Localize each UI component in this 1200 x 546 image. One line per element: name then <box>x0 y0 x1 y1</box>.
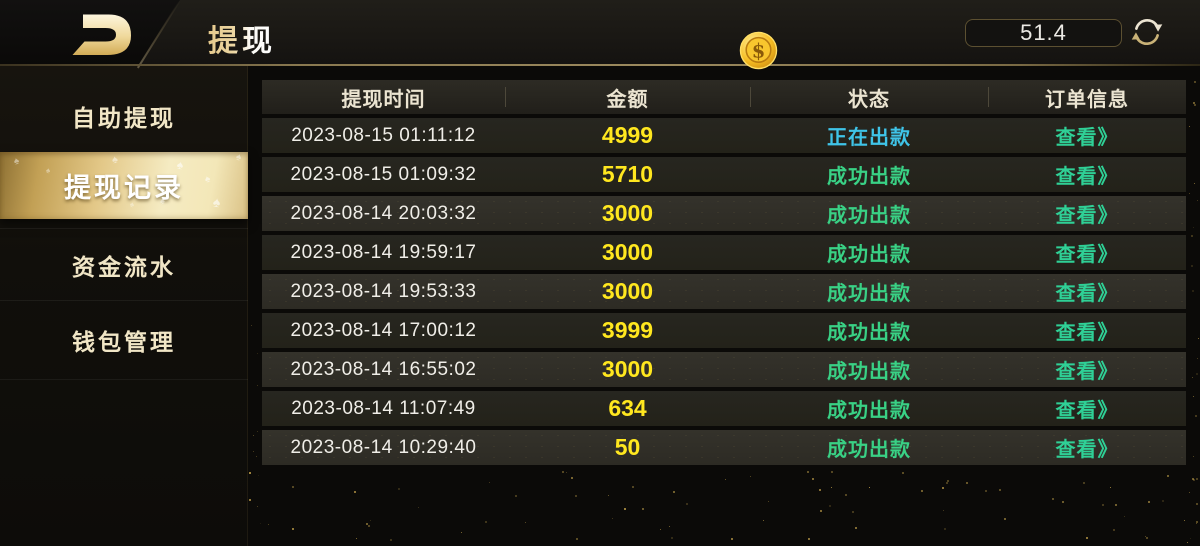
view-details-link[interactable]: 查看》 <box>1055 439 1119 462</box>
table-row: 2023-08-14 11:07:49 634 成功出款 查看》 <box>262 390 1186 427</box>
view-details-link[interactable]: 查看》 <box>1055 166 1119 189</box>
refresh-button[interactable] <box>1128 15 1166 51</box>
view-details-link[interactable]: 查看》 <box>1055 244 1119 267</box>
withdraw-time: 2023-08-14 11:07:49 <box>291 397 476 419</box>
sidebar-item-withdraw-records[interactable]: 提现记录 <box>0 152 248 219</box>
withdraw-status: 成功出款 <box>827 361 911 384</box>
view-details-link[interactable]: 查看》 <box>1055 361 1119 384</box>
sidebar-item-fund-flow[interactable]: 资金流水 <box>0 228 248 300</box>
withdraw-status: 成功出款 <box>827 322 911 345</box>
withdraw-amount: 634 <box>608 395 647 422</box>
table-row: 2023-08-14 10:29:40 50 成功出款 查看》 <box>262 429 1186 466</box>
withdraw-time: 2023-08-14 16:55:02 <box>290 358 477 380</box>
refresh-icon <box>1131 19 1163 45</box>
withdraw-time: 2023-08-15 01:11:12 <box>291 124 476 146</box>
withdraw-time: 2023-08-14 17:00:12 <box>290 319 477 341</box>
sidebar-item-label: 提现记录 <box>64 173 184 203</box>
withdraw-amount: 3000 <box>601 278 654 305</box>
app-logo-icon[interactable] <box>62 10 140 58</box>
view-details-link[interactable]: 查看》 <box>1055 205 1119 228</box>
top-bar: 提现 $ 51.4 <box>0 0 1200 70</box>
sidebar-item-self-withdraw[interactable]: 自助提现 <box>0 80 248 152</box>
gold-coin-icon: $ <box>739 31 778 70</box>
withdraw-amount: 4999 <box>601 122 654 149</box>
withdraw-time: 2023-08-14 19:53:33 <box>290 280 477 302</box>
sidebar-item-wallet-management[interactable]: 钱包管理 <box>0 300 248 380</box>
withdraw-status: 成功出款 <box>827 283 911 306</box>
sidebar: 自助提现 提现记录 资金流水 钱包管理 <box>0 66 248 546</box>
balance-value: 51.4 <box>1020 20 1067 45</box>
withdraw-records-table: 提现时间 金额 状态 订单信息 2023-08-15 01:11:12 4999 正… <box>262 80 1186 466</box>
view-details-link[interactable]: 查看》 <box>1055 127 1119 150</box>
spade-icon <box>111 154 118 167</box>
view-details-link[interactable]: 查看》 <box>1055 283 1119 306</box>
table-body: 2023-08-15 01:11:12 4999 正在出款 查看》 2023-08-15… <box>262 118 1186 466</box>
spade-icon <box>203 173 211 185</box>
sidebar-item-label: 资金流水 <box>72 253 176 280</box>
withdraw-amount: 5710 <box>601 161 654 188</box>
spade-icon <box>45 166 51 176</box>
withdraw-amount: 3999 <box>601 317 654 344</box>
view-details-link[interactable]: 查看》 <box>1055 400 1119 423</box>
sidebar-item-label: 钱包管理 <box>72 329 176 355</box>
page-title: 提现 <box>208 16 276 60</box>
balance-display: $ 51.4 <box>739 19 1122 70</box>
table-row: 2023-08-14 17:00:12 3999 成功出款 查看》 <box>262 312 1186 349</box>
table-header: 提现时间 金额 状态 订单信息 <box>262 80 1186 114</box>
withdraw-time: 2023-08-15 01:09:32 <box>290 163 477 185</box>
column-header-amount: 金额 <box>505 80 750 114</box>
withdraw-amount: 3000 <box>601 200 654 227</box>
table-row: 2023-08-14 19:53:33 3000 成功出款 查看》 <box>262 273 1186 310</box>
column-header-status: 状态 <box>750 80 988 114</box>
withdraw-status: 正在出款 <box>827 127 911 150</box>
table-row: 2023-08-14 20:03:32 3000 成功出款 查看》 <box>262 195 1186 232</box>
withdraw-status: 成功出款 <box>827 166 911 189</box>
svg-text:$: $ <box>752 39 766 62</box>
spade-icon <box>234 152 243 164</box>
column-header-time: 提现时间 <box>341 88 426 111</box>
spade-icon <box>212 194 222 211</box>
withdraw-amount: 50 <box>614 434 641 461</box>
spade-icon <box>13 156 21 168</box>
withdraw-status: 成功出款 <box>827 244 911 267</box>
withdraw-time: 2023-08-14 10:29:40 <box>290 436 477 458</box>
withdraw-status: 成功出款 <box>827 439 911 462</box>
withdraw-amount: 3000 <box>601 356 654 383</box>
table-row: 2023-08-14 16:55:02 3000 成功出款 查看》 <box>262 351 1186 388</box>
withdraw-time: 2023-08-14 19:59:17 <box>290 241 477 263</box>
column-header-order: 订单信息 <box>988 80 1186 114</box>
withdraw-status: 成功出款 <box>827 205 911 228</box>
withdraw-time: 2023-08-14 20:03:32 <box>290 202 477 224</box>
table-row: 2023-08-14 19:59:17 3000 成功出款 查看》 <box>262 234 1186 271</box>
view-details-link[interactable]: 查看》 <box>1055 322 1119 345</box>
table-row: 2023-08-15 01:09:32 5710 成功出款 查看》 <box>262 156 1186 193</box>
table-row: 2023-08-15 01:11:12 4999 正在出款 查看》 <box>262 118 1186 154</box>
withdraw-amount: 3000 <box>601 239 654 266</box>
withdraw-status: 成功出款 <box>827 400 911 423</box>
sidebar-item-label: 自助提现 <box>72 105 176 131</box>
